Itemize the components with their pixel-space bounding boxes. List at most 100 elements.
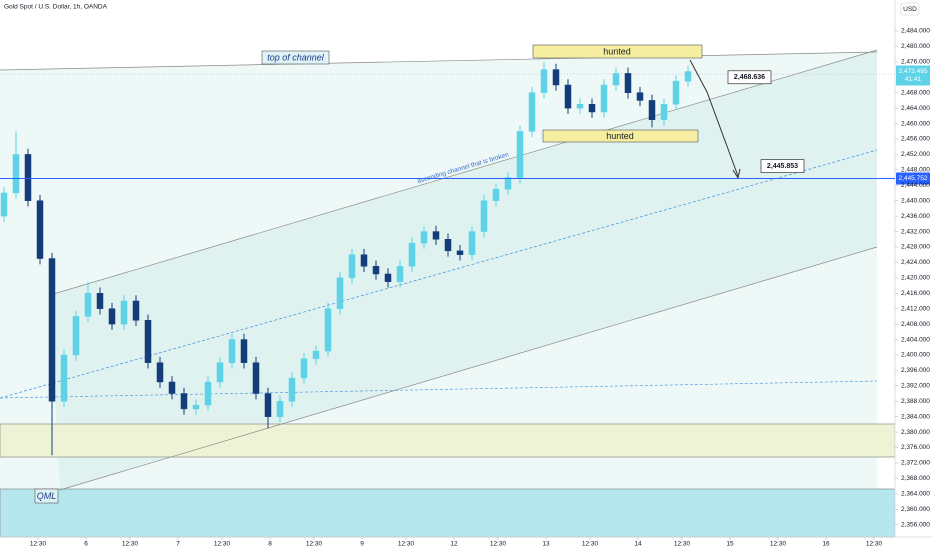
candle-body xyxy=(672,80,680,105)
dashed-level xyxy=(0,380,878,399)
candle-body xyxy=(132,300,140,321)
candle-body xyxy=(12,154,20,194)
y-tick-label: 2,416.000 xyxy=(901,290,930,297)
candle-body xyxy=(624,73,632,93)
candle-body xyxy=(492,188,500,201)
x-tick-label: 16 xyxy=(822,541,830,548)
y-tick-label: 2,452.000 xyxy=(901,151,930,158)
candle-body xyxy=(36,200,44,259)
channel-lower xyxy=(59,246,878,491)
y-tick-label: 2,424.000 xyxy=(901,259,930,266)
y-tick-label: 2,356.000 xyxy=(901,521,930,528)
last-price: 2,473.495 xyxy=(899,68,928,75)
candle-body xyxy=(588,104,596,113)
y-tick-label: 2,368.000 xyxy=(901,475,930,482)
target-box xyxy=(727,70,772,85)
candle-body xyxy=(408,242,416,267)
price-axis xyxy=(895,0,932,550)
candle-body xyxy=(636,92,644,101)
x-tick-label: 14 xyxy=(634,541,642,548)
candle-body xyxy=(372,266,380,275)
chart-title: Gold Spot / U.S. Dollar, 1h, OANDA xyxy=(4,4,108,11)
y-tick-label: 2,404.000 xyxy=(901,336,930,343)
candle-body xyxy=(396,266,404,282)
last-price-box xyxy=(896,65,930,86)
target-box xyxy=(760,159,805,173)
label-box xyxy=(34,488,59,504)
x-tick-label: 7 xyxy=(176,541,180,548)
candle-body xyxy=(564,84,572,109)
candle-body xyxy=(528,92,536,132)
candle-body xyxy=(264,393,272,417)
channel-upper xyxy=(49,49,878,296)
support-price: 2,445.752 xyxy=(899,175,928,182)
candle-body xyxy=(216,362,224,383)
candles xyxy=(0,61,692,456)
x-tick-label: 12:30 xyxy=(122,541,139,548)
y-tick-label: 2,384.000 xyxy=(901,413,930,420)
x-tick-label: 8 xyxy=(268,541,272,548)
candle-body xyxy=(84,293,92,317)
top-line xyxy=(0,51,878,71)
y-tick-label: 2,392.000 xyxy=(901,383,930,390)
candle-body xyxy=(504,177,512,190)
x-tick-label: 12:30 xyxy=(398,541,415,548)
candle-body xyxy=(660,104,668,120)
candle-body xyxy=(300,358,308,379)
x-tick-label: 13 xyxy=(542,541,550,548)
candle-body xyxy=(480,200,488,232)
target-label: 2,445.853 xyxy=(767,163,798,170)
x-tick-label: 6 xyxy=(84,541,88,548)
candle-body xyxy=(336,277,344,309)
y-tick-label: 2,476.000 xyxy=(901,59,930,66)
y-tick-label: 2,480.000 xyxy=(901,43,930,50)
y-tick-label: 2,372.000 xyxy=(901,460,930,467)
y-tick-label: 2,428.000 xyxy=(901,244,930,251)
candle-body xyxy=(48,258,56,402)
candle-body xyxy=(24,154,32,201)
demand-zone xyxy=(0,423,896,458)
x-tick-label: 12:30 xyxy=(582,541,599,548)
candle-body xyxy=(120,300,128,325)
y-tick-label: 2,456.000 xyxy=(901,136,930,143)
x-tick-label: 12:30 xyxy=(30,541,47,548)
hunted-box xyxy=(542,129,699,143)
x-tick-label: 12:30 xyxy=(770,541,787,548)
candle-body xyxy=(144,320,152,363)
currency-box xyxy=(900,2,920,16)
annotation: QML xyxy=(37,491,57,501)
y-tick-label: 2,420.000 xyxy=(901,275,930,282)
arrow xyxy=(689,59,739,177)
candle-body xyxy=(180,393,188,410)
annotation: hunted xyxy=(603,46,631,56)
y-tick-label: 2,376.000 xyxy=(901,444,930,451)
candle-body xyxy=(684,71,692,82)
y-tick-label: 2,484.000 xyxy=(901,28,930,35)
y-tick-label: 2,448.000 xyxy=(901,167,930,174)
y-tick-label: 2,360.000 xyxy=(901,506,930,513)
y-tick-label: 2,380.000 xyxy=(901,429,930,436)
candle-body xyxy=(108,308,116,325)
x-tick-label: 9 xyxy=(360,541,364,548)
candle-body xyxy=(600,84,608,113)
annotation: hunted xyxy=(606,131,634,141)
candle-body xyxy=(324,308,332,352)
candle-body xyxy=(192,404,200,410)
x-tick-label: 15 xyxy=(726,541,734,548)
x-tick-label: 12:30 xyxy=(674,541,691,548)
x-tick-label: 12:30 xyxy=(306,541,323,548)
candle-body xyxy=(312,350,320,360)
candle-body xyxy=(72,316,80,356)
candle-body xyxy=(444,239,452,252)
y-tick-label: 2,444.000 xyxy=(901,182,930,189)
candle-body xyxy=(648,100,656,120)
candle-body xyxy=(252,362,260,394)
target-label: 2,468.636 xyxy=(734,74,765,81)
candle-body xyxy=(0,192,8,217)
candle-body xyxy=(60,354,68,402)
candle-body xyxy=(516,131,524,178)
y-tick-label: 2,440.000 xyxy=(901,197,930,204)
qml-zone xyxy=(0,488,896,538)
